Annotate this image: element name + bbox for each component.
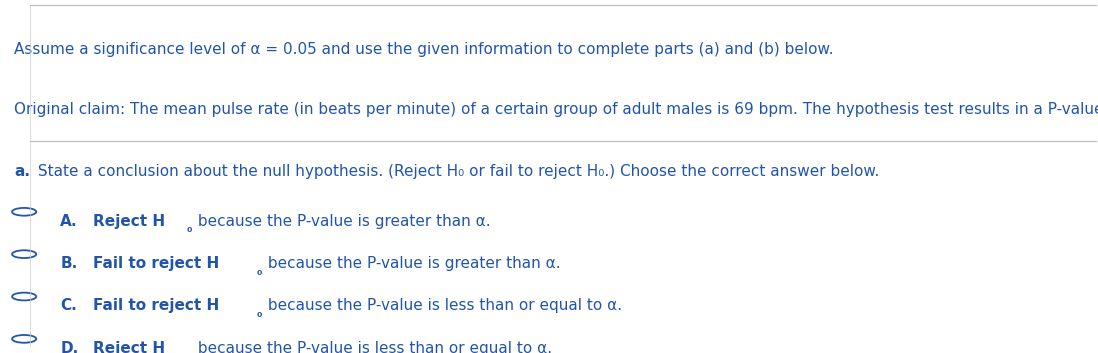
Text: a.: a. bbox=[14, 164, 31, 179]
Text: ₀: ₀ bbox=[256, 265, 261, 278]
Text: because the P-value is less than or equal to α.: because the P-value is less than or equa… bbox=[264, 298, 623, 313]
Text: because the P-value is greater than α.: because the P-value is greater than α. bbox=[264, 256, 561, 271]
Text: because the P-value is greater than α.: because the P-value is greater than α. bbox=[193, 214, 491, 228]
Text: State a conclusion about the null hypothesis. (Reject H₀ or fail to reject H₀.) : State a conclusion about the null hypoth… bbox=[33, 164, 879, 179]
Text: ₀: ₀ bbox=[187, 349, 192, 353]
Text: ₀: ₀ bbox=[256, 307, 261, 320]
Text: Original claim: The mean pulse rate (in beats per minute) of a certain group of : Original claim: The mean pulse rate (in … bbox=[14, 102, 1098, 117]
Text: Fail to reject H: Fail to reject H bbox=[93, 298, 220, 313]
Text: Assume a significance level of α = 0.05 and use the given information to complet: Assume a significance level of α = 0.05 … bbox=[14, 42, 833, 57]
Text: ₀: ₀ bbox=[187, 222, 192, 235]
Text: B.: B. bbox=[60, 256, 78, 271]
Text: Reject H: Reject H bbox=[93, 341, 166, 353]
Text: because the P-value is less than or equal to α.: because the P-value is less than or equa… bbox=[193, 341, 552, 353]
Text: A.: A. bbox=[60, 214, 78, 228]
Text: D.: D. bbox=[60, 341, 79, 353]
Text: Reject H: Reject H bbox=[93, 214, 166, 228]
Text: Fail to reject H: Fail to reject H bbox=[93, 256, 220, 271]
Text: C.: C. bbox=[60, 298, 77, 313]
